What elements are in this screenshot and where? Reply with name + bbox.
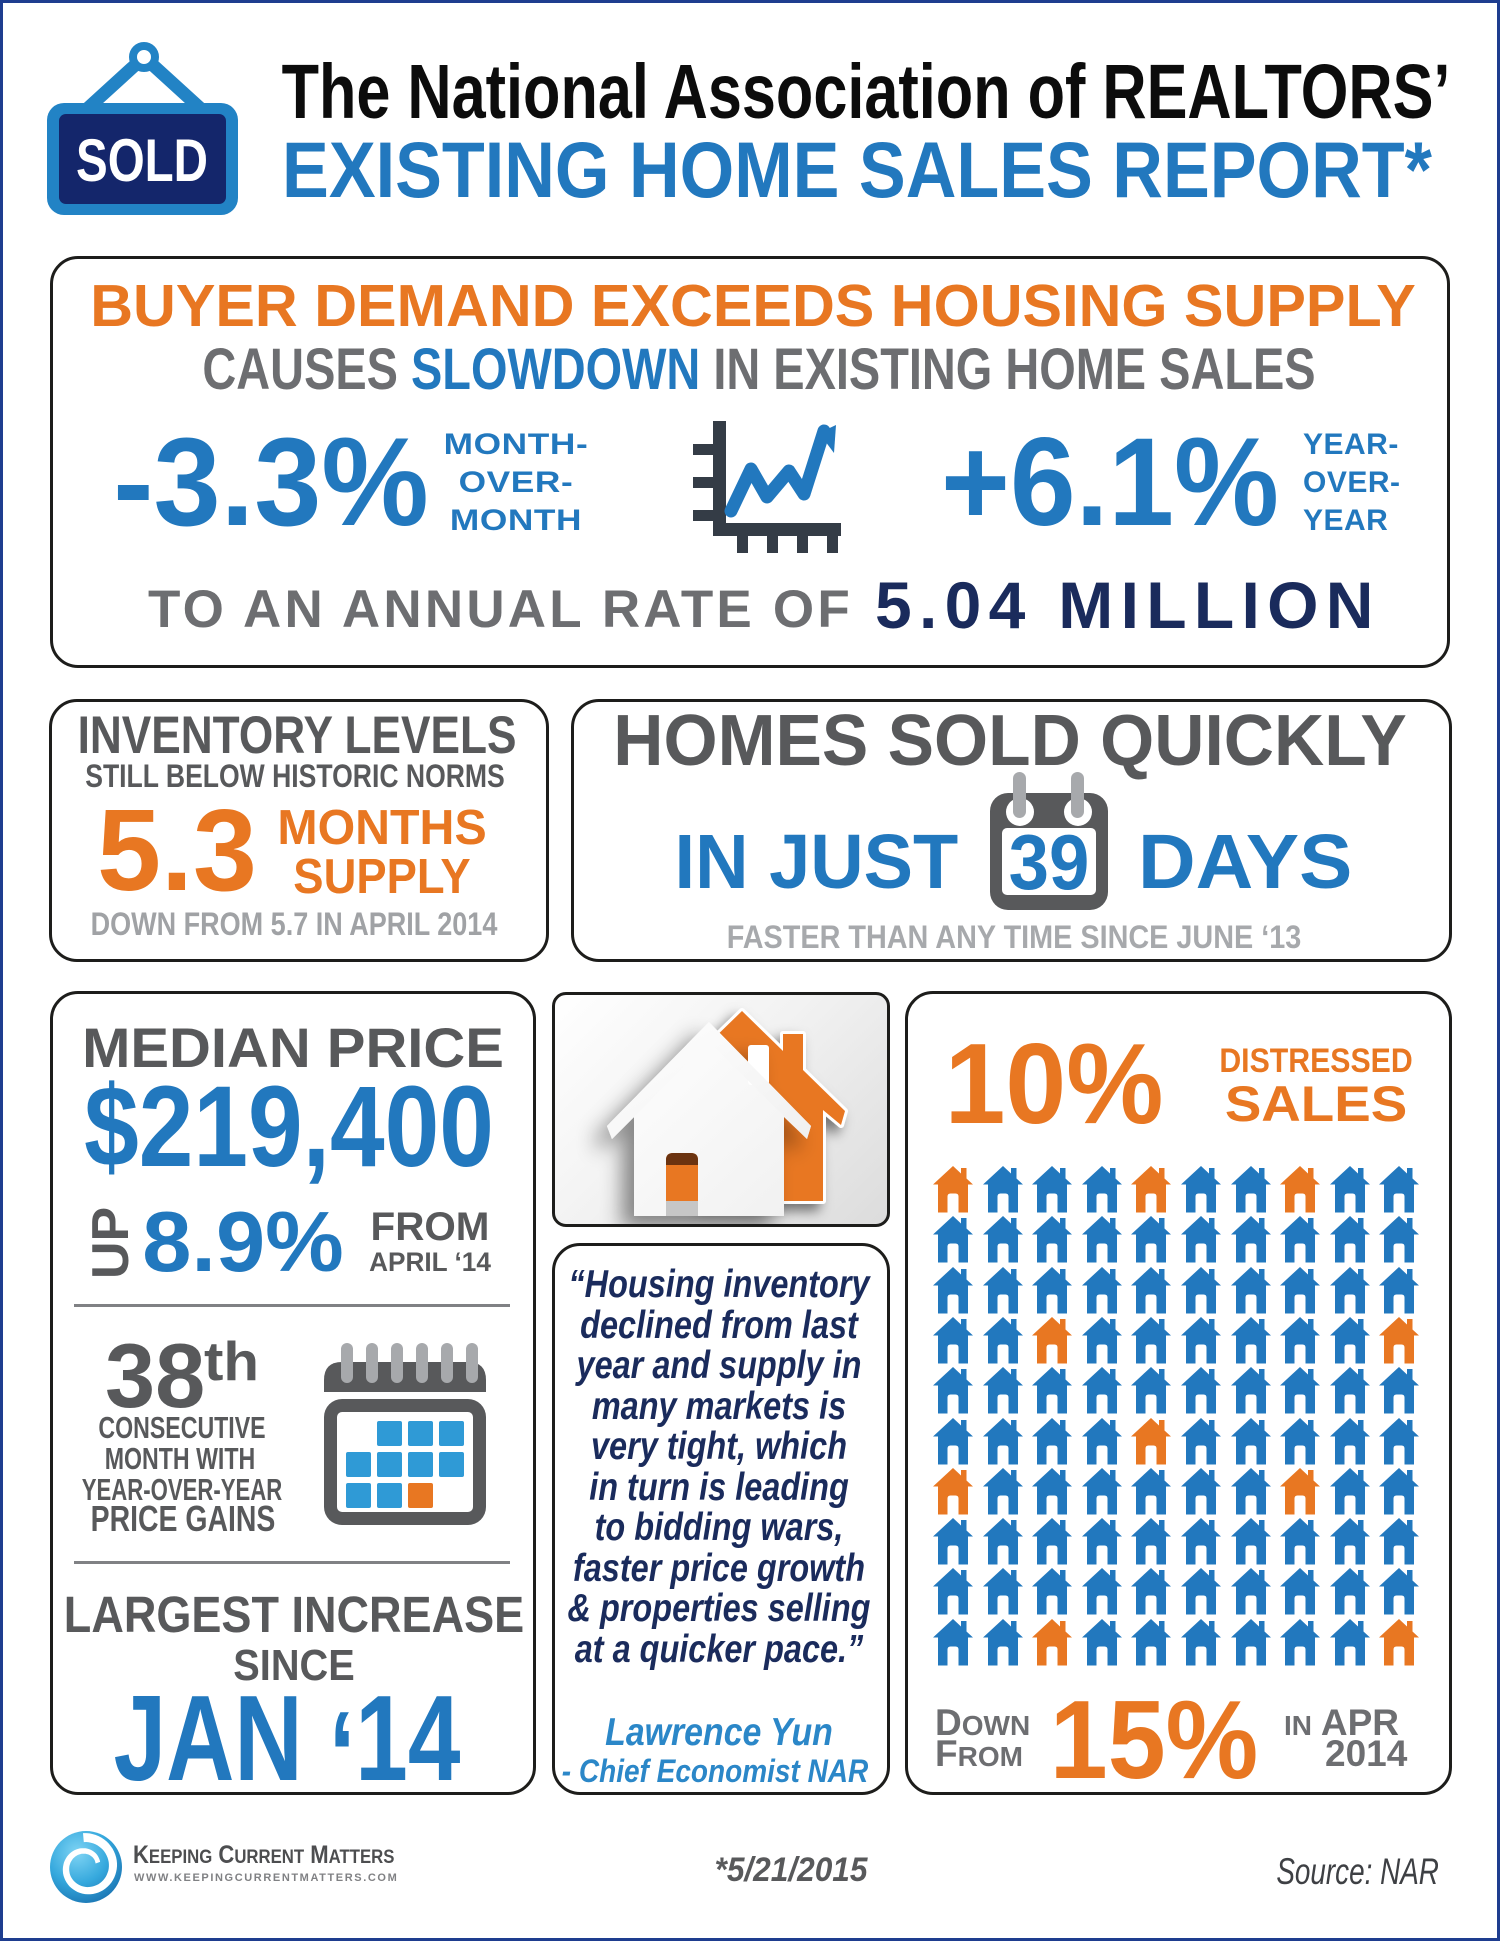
svg-text:39: 39 (1009, 819, 1090, 906)
svg-text:SOLD: SOLD (76, 127, 208, 194)
